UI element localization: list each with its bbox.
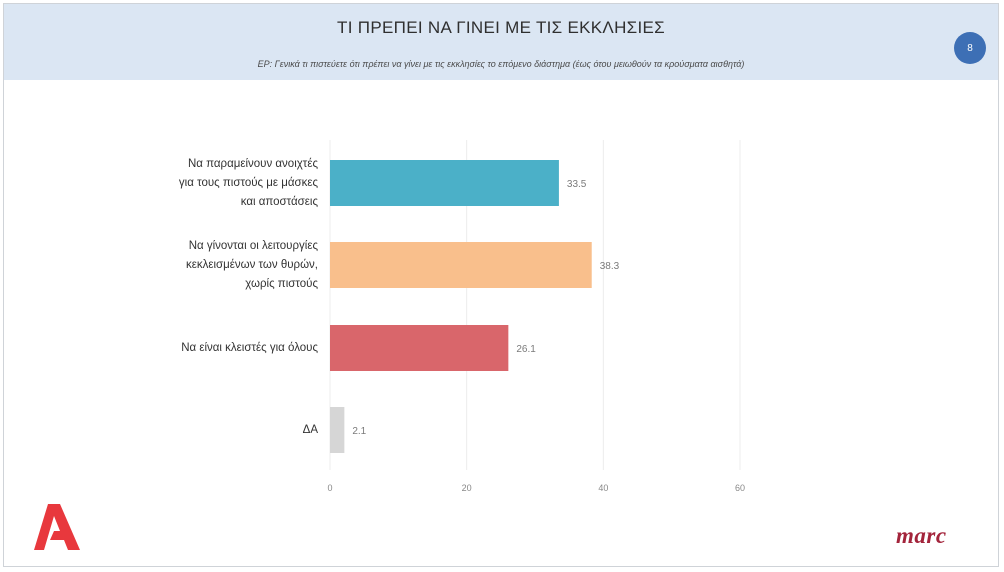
- category-label: Να γίνονται οι λειτουργίες κεκλεισμένων τ…: [100, 237, 318, 294]
- bar-value-label: 33.5: [567, 179, 587, 190]
- category-label: ΔΑ: [100, 421, 318, 440]
- bar: [330, 325, 509, 371]
- x-tick-label: 20: [462, 483, 472, 493]
- x-axis-ticks: 0 20 40 60: [327, 483, 745, 493]
- category-label-line: για τους πιστούς με μάσκες: [178, 176, 318, 189]
- category-label: Να είναι κλειστές για όλους: [100, 339, 318, 358]
- bar: [330, 160, 559, 206]
- bar-value-label: 38.3: [600, 261, 620, 272]
- bar: [330, 407, 345, 453]
- bar: [330, 242, 592, 288]
- category-label-line: ΔΑ: [302, 423, 318, 436]
- category-label-text: Να γίνονται οι λειτουργίες κεκλεισμένων τ…: [186, 237, 318, 294]
- x-tick-label: 40: [598, 483, 608, 493]
- page-number-badge: 8: [954, 32, 986, 64]
- category-label: Να παραμείνουν ανοιχτές για τους πιστούς …: [100, 155, 318, 212]
- category-label-text: ΔΑ: [303, 421, 318, 440]
- marc-logo: marc: [896, 523, 947, 548]
- category-label-line: χωρίς πιστούς: [245, 277, 318, 290]
- header-banner: ΤΙ ΠΡΕΠΕΙ ΝΑ ΓΙΝΕΙ ΜΕ ΤΙΣ ΕΚΚΛΗΣΙΕΣ ΕΡ: …: [4, 4, 998, 80]
- bar-value-label: 2.1: [352, 426, 366, 437]
- bars: 33.5 38.3 26.1 2.1: [330, 160, 620, 453]
- chart-title: ΤΙ ΠΡΕΠΕΙ ΝΑ ΓΙΝΕΙ ΜΕ ΤΙΣ ΕΚΚΛΗΣΙΕΣ: [337, 18, 665, 37]
- bar-value-label: 26.1: [516, 344, 536, 355]
- chart-question: ΕΡ: Γενικά τι πιστεύετε ότι πρέπει να γί…: [257, 59, 745, 69]
- x-tick-label: 0: [327, 483, 332, 493]
- alpha-tv-logo-icon: [34, 504, 80, 550]
- category-label-line: Να είναι κλειστές για όλους: [181, 341, 318, 354]
- category-label-text: Να είναι κλειστές για όλους: [181, 339, 318, 358]
- x-tick-label: 60: [735, 483, 745, 493]
- category-label-line: κεκλεισμένων των θυρών,: [185, 258, 318, 271]
- category-label-line: Να γίνονται οι λειτουργίες: [188, 239, 318, 252]
- category-label-line: και αποστάσεις: [240, 195, 318, 208]
- category-label-text: Να παραμείνουν ανοιχτές για τους πιστούς …: [179, 155, 318, 212]
- category-label-line: Να παραμείνουν ανοιχτές: [187, 157, 318, 170]
